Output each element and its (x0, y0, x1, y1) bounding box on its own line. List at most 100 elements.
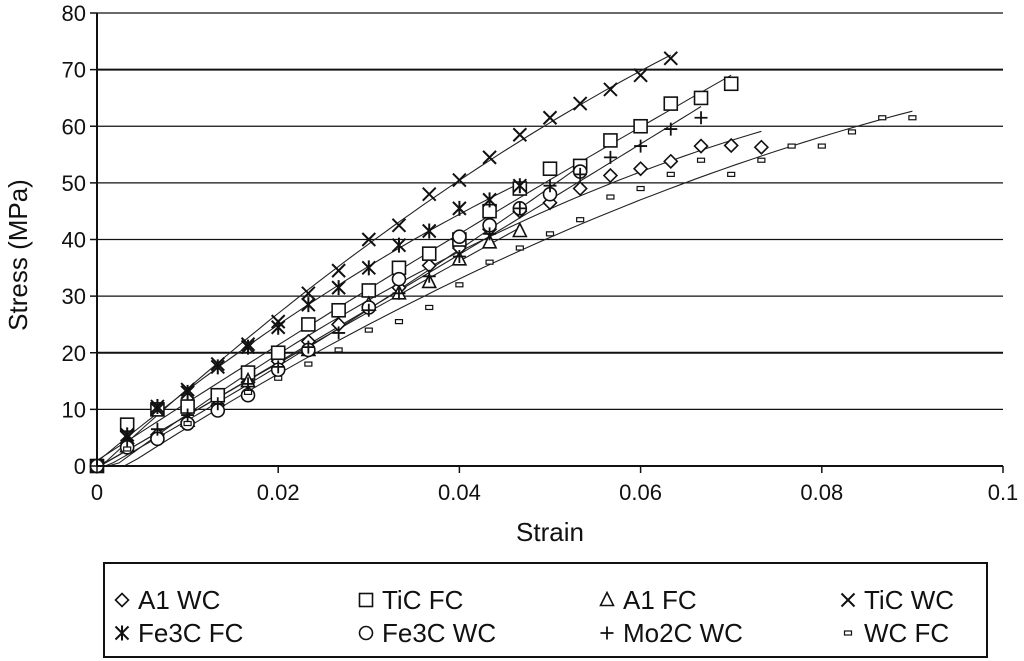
data-point (274, 375, 283, 381)
y-tick-label: 70 (62, 58, 86, 83)
legend-label: WC FC (864, 618, 949, 648)
data-point (693, 90, 709, 106)
legend-box (103, 562, 988, 658)
data-point (576, 217, 585, 223)
data-point (331, 263, 346, 278)
y-tick-label: 10 (62, 397, 86, 422)
x-tick-labels: 0 0.02 0.04 0.06 0.08 0.1 (91, 480, 1018, 505)
series-markers (120, 111, 708, 448)
legend-item: A1 FC (599, 585, 697, 615)
legend-label: Fe3C FC (138, 618, 243, 648)
legend-item: Mo2C WC (600, 618, 743, 648)
legend: A1 WC TiC FC A1 FC TiC WC Fe3C FC Fe3C WC Mo2C… (114, 585, 954, 648)
data-point (515, 245, 524, 251)
x-tick-label: 0.1 (988, 480, 1019, 505)
legend-label: Mo2C WC (623, 618, 743, 648)
data-point (452, 249, 466, 263)
data-point (636, 185, 645, 192)
legend-marker (358, 592, 374, 608)
data-point (908, 115, 917, 121)
data-point (455, 282, 464, 288)
data-point (421, 246, 437, 261)
data-point (696, 157, 706, 163)
data-point (603, 150, 617, 164)
data-point (331, 302, 346, 318)
legend-item: Fe3C WC (358, 618, 496, 648)
data-point (391, 271, 407, 287)
data-point (634, 139, 648, 153)
data-point (361, 283, 377, 298)
data-point (334, 347, 343, 353)
data-point (694, 111, 708, 125)
data-point (573, 167, 587, 181)
data-point (663, 153, 679, 169)
legend-label: A1 FC (623, 585, 697, 615)
data-point (512, 127, 528, 142)
y-axis-title: Stress (MPa) (3, 179, 33, 331)
data-point (878, 115, 887, 121)
x-axis-title: Strain (516, 517, 584, 547)
data-point (331, 280, 346, 296)
data-point (542, 110, 558, 125)
x-tick-label: 0.08 (800, 480, 843, 505)
data-point (123, 446, 132, 452)
data-point (603, 133, 618, 148)
data-point (211, 397, 225, 411)
data-point (817, 143, 826, 149)
data-point (847, 129, 857, 135)
data-point (270, 345, 286, 361)
data-point (301, 286, 316, 301)
data-point (422, 186, 437, 202)
data-point (271, 360, 285, 374)
data-point (150, 422, 164, 436)
y-tick-label: 60 (62, 114, 86, 139)
axes (90, 12, 1004, 473)
data-point (787, 143, 796, 149)
data-point (481, 233, 498, 249)
legend-marker (600, 626, 614, 640)
data-point (633, 68, 648, 83)
data-point (512, 178, 528, 194)
data-point (513, 201, 527, 215)
data-point (663, 96, 679, 111)
data-point (120, 434, 134, 448)
series-markers (89, 164, 588, 474)
data-point (602, 167, 619, 184)
data-point (663, 51, 678, 66)
data-point (150, 399, 165, 415)
legend-marker (114, 592, 130, 608)
data-point (633, 118, 648, 134)
data-point (240, 339, 256, 355)
data-point (361, 260, 377, 276)
legend-marker (840, 592, 856, 608)
x-tick-label: 0 (91, 480, 103, 505)
x-tick-label: 0.04 (438, 480, 481, 505)
data-point (572, 96, 588, 111)
data-point (422, 223, 437, 239)
data-point (753, 139, 770, 155)
data-point (270, 319, 286, 335)
data-point (361, 232, 377, 247)
data-point (301, 317, 316, 332)
data-point (391, 237, 407, 253)
legend-item: Fe3C FC (114, 618, 243, 648)
data-point (606, 194, 615, 200)
y-tick-label: 40 (62, 228, 86, 253)
data-point (452, 200, 467, 216)
x-tick-label: 0.06 (619, 480, 662, 505)
data-point (210, 359, 225, 375)
y-tick-label: 20 (62, 341, 86, 366)
data-point (243, 389, 253, 395)
data-point (392, 286, 406, 300)
trend-curve (97, 130, 762, 467)
legend-item: WC FC (843, 618, 949, 648)
data-point (181, 408, 195, 422)
data-point (723, 137, 739, 154)
data-point (301, 297, 316, 313)
data-point (693, 138, 709, 154)
y-tick-labels: 0 10 20 30 40 50 60 70 80 (62, 1, 86, 479)
data-point (512, 221, 528, 238)
data-point (543, 179, 557, 193)
data-point (452, 172, 467, 188)
